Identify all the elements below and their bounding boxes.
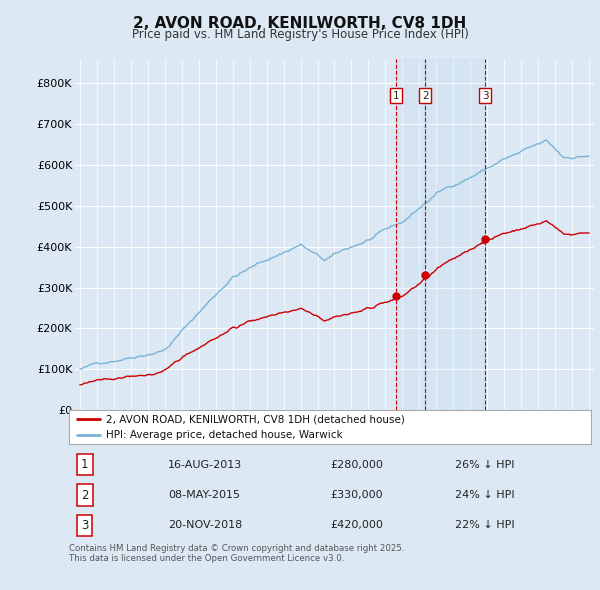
Text: 2, AVON ROAD, KENILWORTH, CV8 1DH: 2, AVON ROAD, KENILWORTH, CV8 1DH: [133, 16, 467, 31]
Text: 1: 1: [392, 91, 399, 101]
Text: Contains HM Land Registry data © Crown copyright and database right 2025.
This d: Contains HM Land Registry data © Crown c…: [69, 544, 404, 563]
Text: 26% ↓ HPI: 26% ↓ HPI: [455, 460, 515, 470]
Text: 2: 2: [422, 91, 428, 101]
Bar: [425, 59, 485, 410]
Text: 24% ↓ HPI: 24% ↓ HPI: [455, 490, 515, 500]
Text: 2, AVON ROAD, KENILWORTH, CV8 1DH (detached house): 2, AVON ROAD, KENILWORTH, CV8 1DH (detac…: [106, 414, 404, 424]
Text: £330,000: £330,000: [330, 490, 383, 500]
Text: 3: 3: [482, 91, 488, 101]
Text: 2: 2: [81, 489, 88, 502]
Text: 22% ↓ HPI: 22% ↓ HPI: [455, 520, 515, 530]
Text: £420,000: £420,000: [330, 520, 383, 530]
Text: 08-MAY-2015: 08-MAY-2015: [168, 490, 240, 500]
Text: 3: 3: [81, 519, 88, 532]
Text: Price paid vs. HM Land Registry's House Price Index (HPI): Price paid vs. HM Land Registry's House …: [131, 28, 469, 41]
Text: HPI: Average price, detached house, Warwick: HPI: Average price, detached house, Warw…: [106, 430, 342, 440]
Text: 20-NOV-2018: 20-NOV-2018: [168, 520, 242, 530]
Text: 16-AUG-2013: 16-AUG-2013: [168, 460, 242, 470]
Bar: [396, 59, 425, 410]
Text: £280,000: £280,000: [330, 460, 383, 470]
Text: 1: 1: [81, 458, 88, 471]
